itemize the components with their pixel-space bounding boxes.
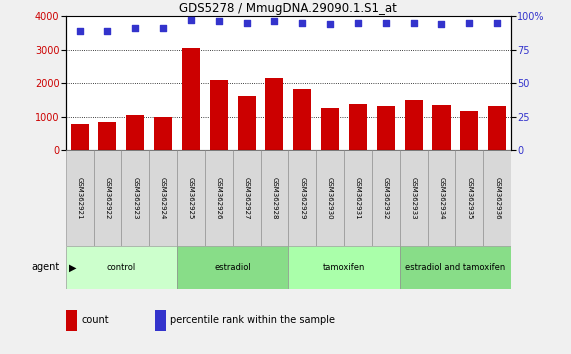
Bar <box>71 124 89 150</box>
Bar <box>66 246 177 289</box>
Bar <box>266 78 283 150</box>
Bar <box>372 150 400 246</box>
Bar <box>205 150 233 246</box>
Bar <box>149 150 177 246</box>
Bar <box>405 100 423 150</box>
Bar <box>210 80 228 150</box>
Bar <box>316 150 344 246</box>
Text: GSM362923: GSM362923 <box>132 177 138 219</box>
Text: GSM362927: GSM362927 <box>244 177 250 219</box>
Point <box>214 18 223 24</box>
Point <box>242 20 251 25</box>
Bar <box>177 246 288 289</box>
Text: GSM362929: GSM362929 <box>299 177 305 219</box>
Bar <box>233 150 260 246</box>
Text: GSM362932: GSM362932 <box>383 177 389 219</box>
Text: GSM362928: GSM362928 <box>271 177 278 219</box>
Bar <box>66 150 94 246</box>
Point <box>493 20 502 25</box>
Bar <box>122 150 149 246</box>
Point <box>75 28 84 34</box>
Text: GSM362934: GSM362934 <box>439 177 444 219</box>
Text: control: control <box>107 263 136 272</box>
Bar <box>456 150 483 246</box>
Text: estradiol: estradiol <box>214 263 251 272</box>
Bar <box>432 105 451 150</box>
Bar <box>66 310 77 331</box>
Text: estradiol and tamoxifen: estradiol and tamoxifen <box>405 263 505 272</box>
Point <box>159 25 168 31</box>
Text: GSM362935: GSM362935 <box>467 177 472 219</box>
Bar <box>349 104 367 150</box>
Point <box>409 20 418 25</box>
Point <box>381 20 391 25</box>
Text: GSM362930: GSM362930 <box>327 177 333 219</box>
Point <box>186 17 195 23</box>
Bar <box>94 150 122 246</box>
Bar <box>288 246 400 289</box>
Bar <box>460 111 478 150</box>
Bar <box>126 115 144 150</box>
Bar <box>288 150 316 246</box>
Title: GDS5278 / MmugDNA.29090.1.S1_at: GDS5278 / MmugDNA.29090.1.S1_at <box>179 2 397 15</box>
Bar <box>98 121 116 150</box>
Text: tamoxifen: tamoxifen <box>323 263 365 272</box>
Text: agent: agent <box>32 262 60 272</box>
Bar <box>182 48 200 150</box>
Bar <box>321 108 339 150</box>
Bar <box>483 150 511 246</box>
Text: GSM362936: GSM362936 <box>494 177 500 219</box>
Text: percentile rank within the sample: percentile rank within the sample <box>170 315 335 325</box>
Point <box>297 20 307 25</box>
Text: count: count <box>81 315 109 325</box>
Text: GSM362933: GSM362933 <box>411 177 417 219</box>
Bar <box>400 246 511 289</box>
Bar <box>488 106 506 150</box>
Bar <box>238 96 256 150</box>
Bar <box>400 150 428 246</box>
Text: GSM362931: GSM362931 <box>355 177 361 219</box>
Text: GSM362922: GSM362922 <box>104 177 110 219</box>
Point <box>131 25 140 31</box>
Bar <box>154 117 172 150</box>
Point <box>465 20 474 25</box>
Point <box>270 18 279 24</box>
Bar <box>344 150 372 246</box>
Bar <box>293 89 311 150</box>
Text: GSM362921: GSM362921 <box>77 177 83 219</box>
Text: GSM362926: GSM362926 <box>216 177 222 219</box>
Bar <box>260 150 288 246</box>
Text: GSM362925: GSM362925 <box>188 177 194 219</box>
Bar <box>428 150 456 246</box>
Text: ▶: ▶ <box>69 262 76 272</box>
Text: GSM362924: GSM362924 <box>160 177 166 219</box>
Point <box>103 28 112 34</box>
Point <box>353 20 363 25</box>
Bar <box>177 150 205 246</box>
Bar <box>155 310 166 331</box>
Point <box>325 21 335 27</box>
Point <box>437 21 446 27</box>
Bar <box>377 106 395 150</box>
